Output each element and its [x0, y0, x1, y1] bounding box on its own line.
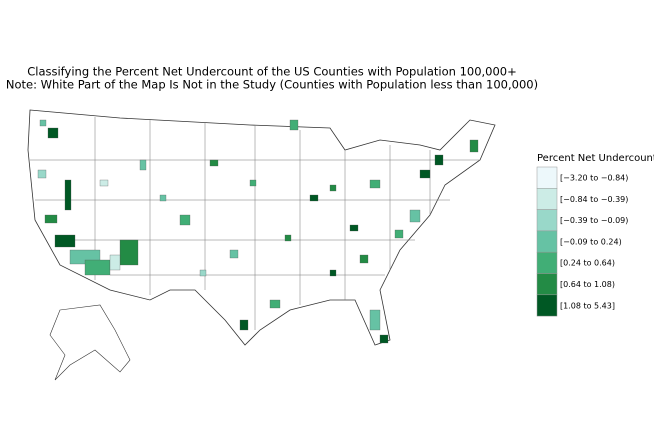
- county: [369, 179, 381, 189]
- county: [434, 154, 444, 166]
- county: [119, 239, 139, 266]
- county: [394, 229, 404, 239]
- county: [469, 139, 479, 153]
- county: [64, 179, 72, 211]
- legend-label: [−0.39 to −0.09): [560, 216, 628, 225]
- county: [249, 179, 257, 187]
- legend-swatch: [536, 273, 558, 296]
- county: [409, 209, 421, 223]
- legend-swatch: [536, 251, 558, 274]
- county: [329, 184, 337, 192]
- legend: Percent Net Undercount [−3.20 to −0.84) […: [536, 153, 654, 317]
- county: [284, 234, 292, 242]
- legend-label: [0.24 to 0.64): [560, 259, 615, 268]
- legend-label: [−0.84 to −0.39): [560, 195, 628, 204]
- county: [309, 194, 319, 202]
- legend-swatch: [536, 294, 558, 317]
- alaska: [49, 304, 131, 381]
- county: [239, 319, 249, 331]
- legend-label: [1.08 to 5.43]: [560, 301, 615, 310]
- county: [289, 119, 299, 131]
- county: [209, 159, 219, 167]
- county: [359, 254, 369, 264]
- legend-swatch: [536, 230, 558, 253]
- legend-swatch: [536, 188, 558, 210]
- us-map: [27, 109, 496, 381]
- title-line: Note: White Part of the Map Is Not in th…: [6, 78, 538, 92]
- county: [329, 269, 337, 277]
- county: [99, 179, 109, 187]
- county: [199, 269, 207, 277]
- title-line: Classifying the Percent Net Undercount o…: [27, 65, 517, 79]
- county: [54, 234, 76, 248]
- county: [47, 127, 59, 139]
- county: [44, 214, 58, 224]
- county: [37, 169, 47, 179]
- county: [379, 334, 389, 344]
- county: [159, 194, 167, 202]
- county: [109, 254, 121, 271]
- county: [229, 249, 239, 259]
- legend-swatch: [536, 209, 558, 232]
- legend-title: Percent Net Undercount: [537, 153, 654, 164]
- legend-label: [0.64 to 1.08): [560, 280, 615, 289]
- county: [419, 169, 431, 179]
- county: [179, 214, 191, 226]
- county: [349, 224, 359, 232]
- county: [84, 259, 111, 276]
- legend-label: [−0.09 to 0.24): [560, 237, 622, 246]
- county: [39, 119, 47, 127]
- legend-swatch: [536, 166, 558, 189]
- state-lines: [30, 117, 480, 330]
- county: [139, 159, 147, 171]
- county: [269, 299, 281, 309]
- legend-label: [−3.20 to −0.84): [560, 174, 628, 183]
- county: [369, 309, 381, 331]
